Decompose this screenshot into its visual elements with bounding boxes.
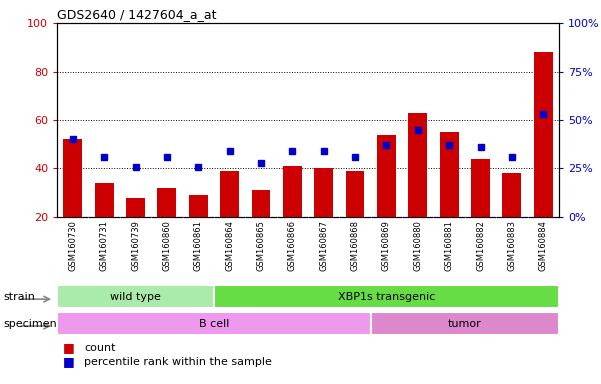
Text: GSM160731: GSM160731 — [100, 220, 109, 271]
Text: XBP1s transgenic: XBP1s transgenic — [338, 291, 435, 302]
Text: ■: ■ — [63, 341, 75, 354]
Text: wild type: wild type — [110, 291, 161, 302]
Text: GSM160869: GSM160869 — [382, 220, 391, 271]
Bar — [63, 139, 82, 217]
Text: GSM160883: GSM160883 — [507, 220, 516, 271]
Bar — [95, 183, 114, 217]
Text: GSM160739: GSM160739 — [131, 220, 140, 271]
Bar — [157, 188, 176, 217]
Text: GSM160882: GSM160882 — [476, 220, 485, 271]
Text: GSM160881: GSM160881 — [445, 220, 454, 271]
Bar — [314, 169, 333, 217]
Text: GSM160867: GSM160867 — [319, 220, 328, 271]
Text: GSM160868: GSM160868 — [350, 220, 359, 271]
Text: GSM160866: GSM160866 — [288, 220, 297, 271]
Bar — [377, 134, 396, 217]
Bar — [252, 190, 270, 217]
Bar — [283, 166, 302, 217]
Bar — [346, 171, 364, 217]
Text: B cell: B cell — [199, 318, 229, 329]
Text: GSM160730: GSM160730 — [69, 220, 78, 271]
Text: GDS2640 / 1427604_a_at: GDS2640 / 1427604_a_at — [57, 8, 216, 21]
Bar — [220, 171, 239, 217]
Bar — [57, 285, 214, 308]
Bar — [57, 312, 371, 335]
Bar — [214, 285, 559, 308]
Bar — [471, 159, 490, 217]
Text: GSM160884: GSM160884 — [538, 220, 548, 271]
Text: ■: ■ — [63, 355, 75, 368]
Bar — [502, 173, 521, 217]
Text: specimen: specimen — [3, 318, 56, 329]
Bar — [126, 198, 145, 217]
Text: GSM160861: GSM160861 — [194, 220, 203, 271]
Bar — [440, 132, 459, 217]
Text: GSM160860: GSM160860 — [162, 220, 171, 271]
Text: GSM160880: GSM160880 — [413, 220, 423, 271]
Text: tumor: tumor — [448, 318, 482, 329]
Bar — [189, 195, 208, 217]
Text: GSM160865: GSM160865 — [257, 220, 266, 271]
Bar — [371, 312, 559, 335]
Bar — [534, 52, 553, 217]
Text: strain: strain — [3, 291, 35, 302]
Text: percentile rank within the sample: percentile rank within the sample — [84, 357, 272, 367]
Text: GSM160864: GSM160864 — [225, 220, 234, 271]
Text: count: count — [84, 343, 115, 353]
Bar — [408, 113, 427, 217]
